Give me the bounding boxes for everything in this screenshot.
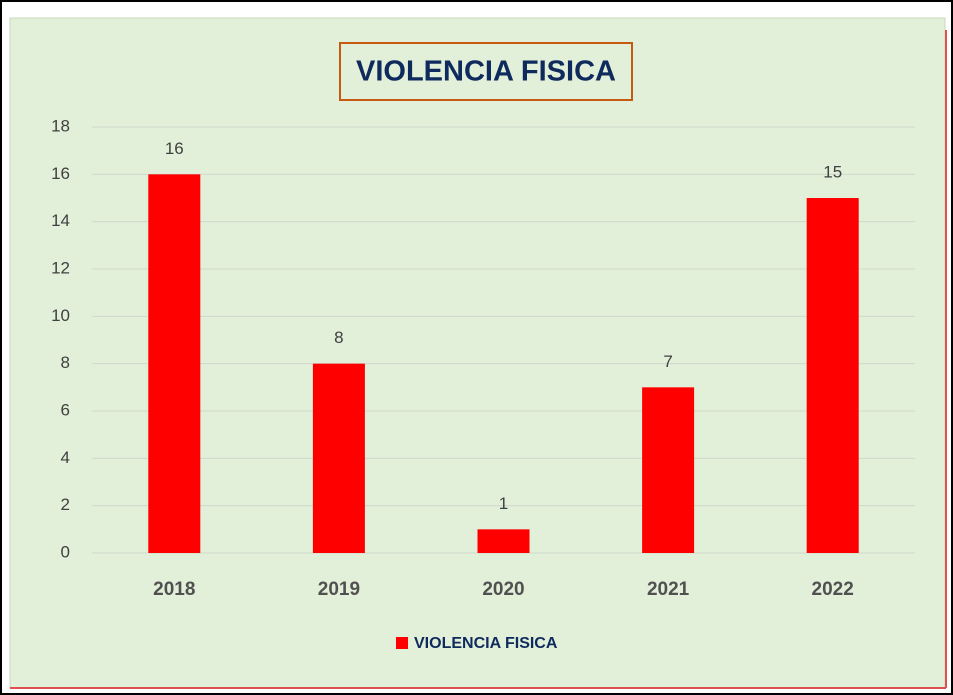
y-tick-label: 8 [61,353,70,372]
data-label: 8 [334,328,343,347]
x-tick-label: 2021 [647,579,690,600]
bar [148,174,201,554]
y-tick-label: 0 [61,542,70,561]
bar [642,387,695,553]
bar [312,363,365,553]
legend-swatch [396,637,408,649]
x-tick-label: 2018 [153,579,195,600]
x-tick-label: 2020 [482,579,524,600]
chart-title: VIOLENCIA FISICA [356,56,616,88]
data-label: 16 [165,139,184,158]
bar [806,198,859,553]
y-tick-label: 2 [61,495,70,514]
y-tick-label: 12 [51,258,70,277]
y-tick-label: 4 [61,448,70,467]
bar [477,529,530,553]
x-tick-label: 2019 [318,579,360,600]
y-tick-label: 10 [51,306,70,325]
x-tick-label: 2022 [812,579,854,600]
data-label: 7 [663,352,672,371]
y-tick-label: 6 [61,400,70,419]
data-label: 1 [499,494,508,513]
data-label: 15 [823,162,842,181]
legend-label: VIOLENCIA FISICA [414,635,558,652]
y-tick-label: 18 [51,116,70,135]
y-tick-label: 16 [51,164,70,183]
title-box [339,42,633,101]
y-tick-label: 14 [51,211,70,230]
